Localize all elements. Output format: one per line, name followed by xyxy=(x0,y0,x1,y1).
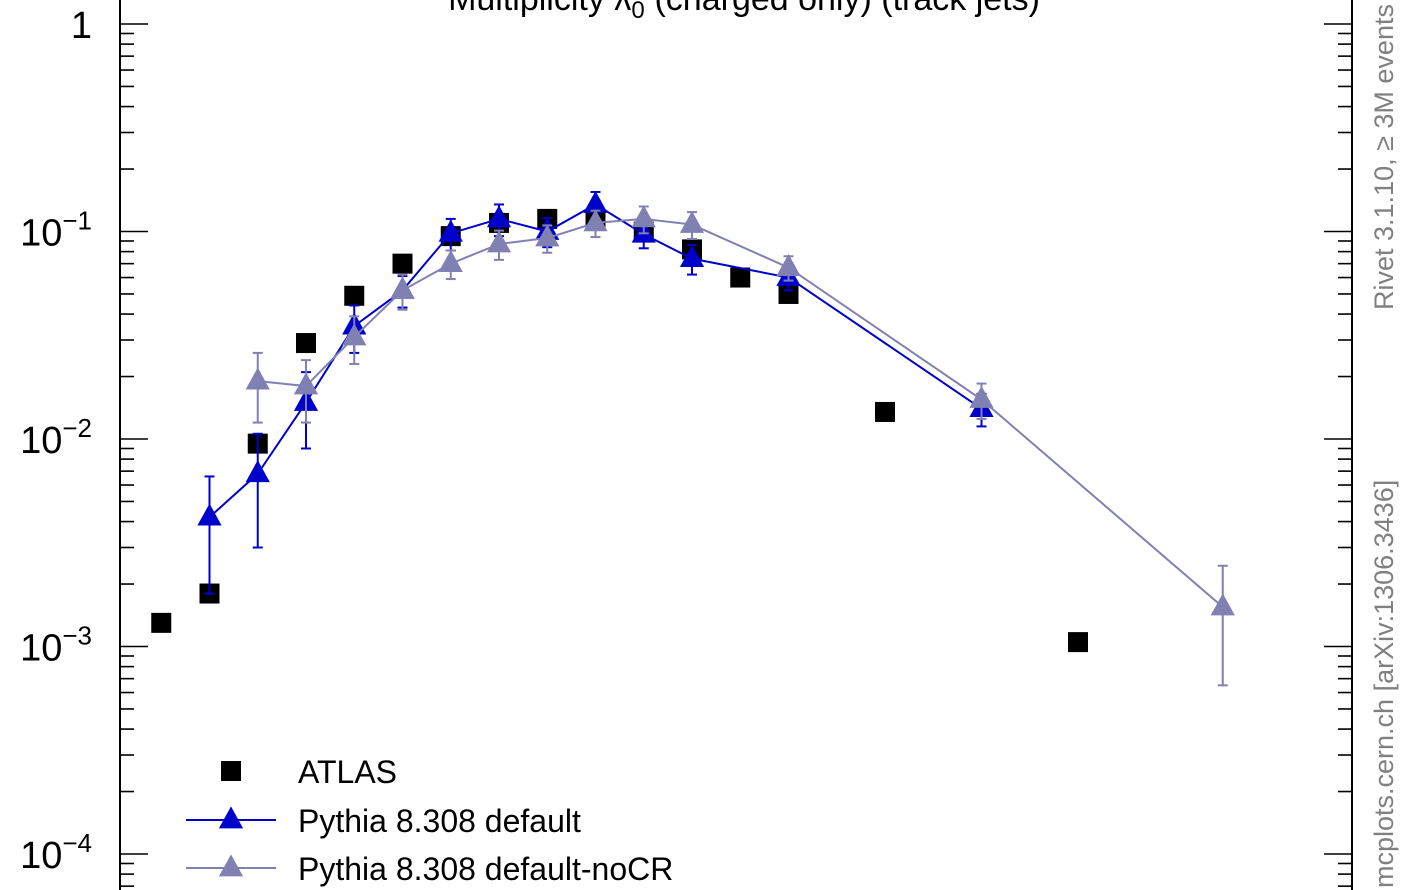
y-tick-label: 10−2 xyxy=(20,413,92,462)
atlas-point xyxy=(778,283,799,304)
pythia-8-308-default-point xyxy=(245,460,270,483)
atlas-point xyxy=(344,285,365,306)
pythia-8-308-default-nocr-point xyxy=(1210,593,1235,616)
pythia-8-308-default-nocr-point xyxy=(679,210,705,233)
pythia-8-308-default-nocr-point xyxy=(583,209,608,232)
y-tick-label: 10−1 xyxy=(20,206,92,255)
y-tick-label: 10−3 xyxy=(20,621,92,670)
pythia-8-308-default-point xyxy=(197,503,222,526)
pythia-8-308-default-nocr-point xyxy=(969,385,994,408)
atlas-point xyxy=(296,333,316,354)
pythia-8-308-default-nocr-point xyxy=(438,250,463,273)
legend-label-atlas: ATLAS xyxy=(298,754,397,790)
pythia-8-308-default-nocr-point xyxy=(390,276,415,299)
atlas-point xyxy=(730,267,751,288)
pythia-8-308-default-point xyxy=(679,244,705,267)
pythia-8-308-default-nocr-point xyxy=(631,205,656,228)
atlas-point xyxy=(1068,632,1088,653)
atlas-point xyxy=(875,401,895,422)
legend-label-pythia-8-308-default-nocr: Pythia 8.308 default-noCR xyxy=(298,851,673,887)
pythia-8-308-default-nocr-point xyxy=(293,372,319,395)
pythia-8-308-default-point xyxy=(583,190,608,213)
pythia-8-308-default-point xyxy=(486,205,512,228)
pythia-8-308-default-nocr-point xyxy=(535,224,560,247)
pythia-8-308-default-nocr-point xyxy=(245,367,270,390)
pythia-8-308-default-point xyxy=(438,219,463,242)
y-tick-label: 10−4 xyxy=(20,828,92,877)
y-tick-label: 1 xyxy=(71,5,92,47)
legend-marker-atlas xyxy=(221,761,241,781)
legend-marker-pythia-8-308-default xyxy=(218,806,244,829)
legend-marker-pythia-8-308-default-nocr xyxy=(218,854,244,877)
pythia-8-308-default-line xyxy=(208,203,983,518)
pythia-8-308-default-nocr-point xyxy=(342,323,367,346)
atlas-point xyxy=(151,612,172,633)
plot-frame xyxy=(119,0,1353,890)
legend-label-pythia-8-308-default: Pythia 8.308 default xyxy=(298,803,581,839)
atlas-point xyxy=(392,253,413,274)
rivet-version-label: Rivet 3.1.10, ≥ 3M events xyxy=(1369,4,1399,310)
pythia-8-308-default-nocr-point xyxy=(776,253,801,276)
pythia-8-308-default-nocr-point xyxy=(486,230,512,253)
chart-title: Multiplicity λ00 (charged only) (track j… xyxy=(448,0,1040,24)
source-label: mcplots.cern.ch [arXiv:1306.3436] xyxy=(1369,480,1399,888)
